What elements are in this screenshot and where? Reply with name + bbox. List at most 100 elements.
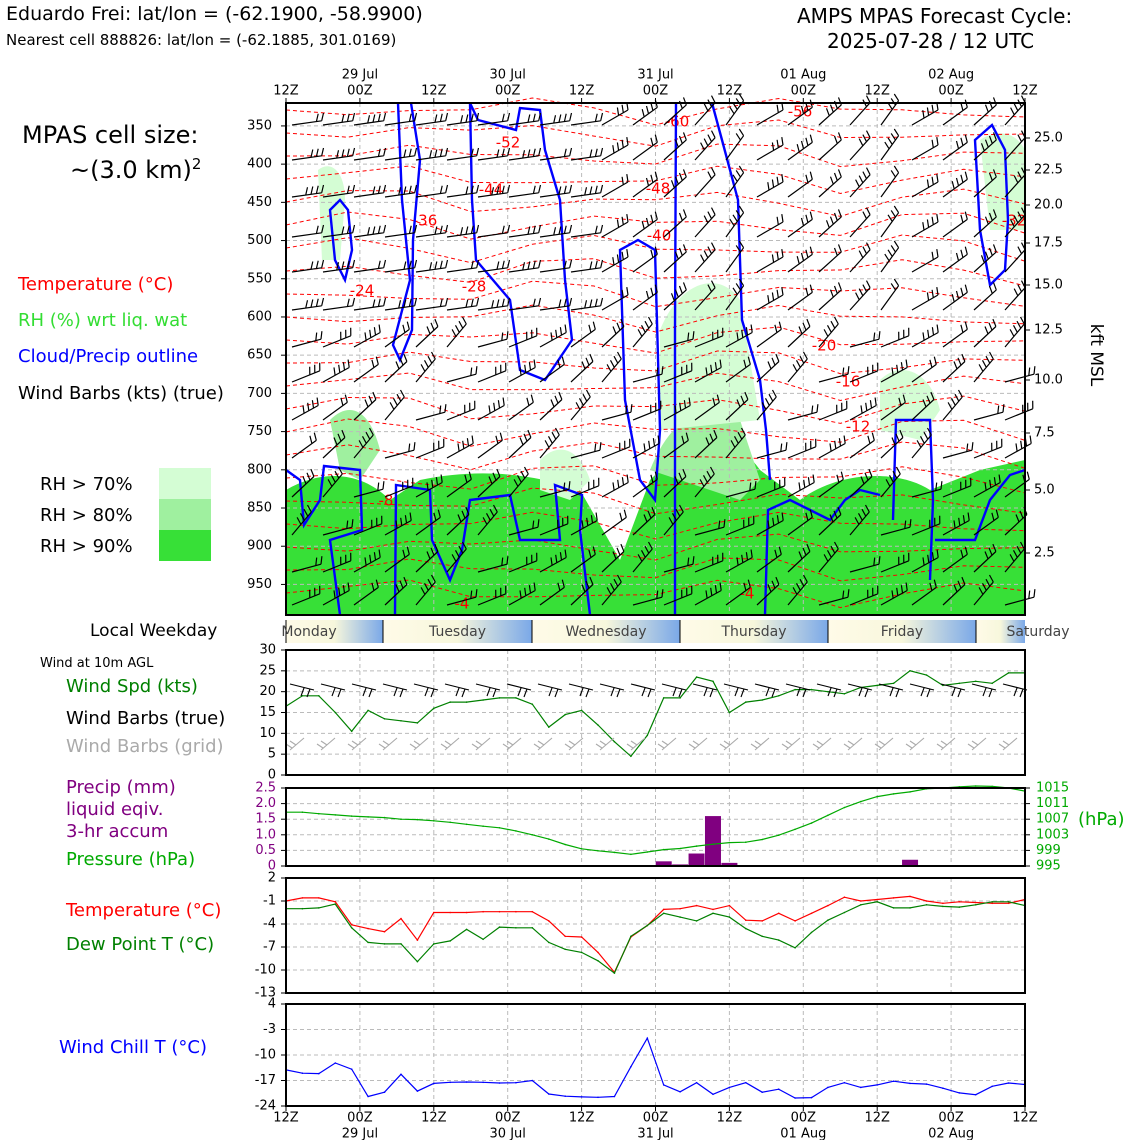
wind-barb-224 [539,427,560,459]
dewpoint-line-point-19 [597,960,599,962]
dewpoint-line-point-22 [646,924,649,927]
wind-barb-186 [849,362,879,383]
wind-barb-267 [384,512,412,536]
wind-barb-67 [880,165,900,198]
wind-barb-266 [353,515,383,536]
wind-barb-185 [818,366,850,383]
dewpoint-line-point-21 [630,935,632,938]
pressure-line-point-10 [449,821,452,824]
wind-barb-195 [384,389,405,421]
wind-barb-329 [818,589,850,606]
bottom-xtick-label-9: 00Z [938,1111,964,1126]
wind-barb-335 [1004,589,1036,606]
wind-barb-66 [849,167,871,198]
wind-barb-177 [570,353,594,383]
wind-panel-ytick-label-5: 25 [259,663,276,678]
cell-size-line1: MPAS cell size: [22,121,199,149]
wind-barb-27 [384,147,418,161]
wind-barb-291 [384,546,410,573]
wind-barb-272 [539,515,569,536]
rh-fill-layer [286,133,1025,615]
windchill-line-point-42 [974,1093,977,1096]
wind-barb-242 [353,481,385,498]
temperature-line-point-32 [810,912,813,915]
wind-barb-213 [942,389,963,421]
precip-panel-ytick-label-5: 2.5 [255,781,276,796]
wind-barb-251 [632,471,658,498]
temperature-line-point-3 [334,901,337,903]
wind-barb-236 [911,427,932,459]
temperature-line-point-37 [892,897,895,899]
wind-barb-156 [663,331,695,348]
height-tick-label-3: 17.5 [1034,236,1063,251]
wind-barb-2 [353,112,387,126]
windchill-line-point-18 [580,1096,583,1098]
wind-barb-true-22 [971,683,997,698]
windchill-line-point-39 [925,1083,928,1085]
wind-barb-108 [663,244,687,273]
temp-contour-label-2: -52 [496,134,521,152]
bottom-xtick-label-6: 12Z [717,1111,743,1126]
wind-barb-87 [756,214,784,238]
wind-barb-173 [446,366,478,383]
wind-barb-167 [1004,316,1025,348]
wind-speed-line-point-9 [433,707,435,710]
wind-barb-299 [632,541,653,573]
temp-contour-15 [285,441,1026,471]
pressure-line-point-26 [712,843,714,845]
temperature-line-point-28 [745,919,747,921]
pressure-line-point-43 [991,785,993,788]
wind-barb-252 [663,468,687,498]
cell-size-value: ~(3.0 km) [70,156,192,184]
wind-barb-45 [942,134,968,161]
wind-barb-254 [725,481,757,498]
bottom-xtick-label-1: 00Z [347,1111,373,1126]
wind-barb-279 [756,512,784,536]
wind-speed-line-point-3 [334,711,337,714]
wind-barb-92 [911,214,939,238]
wind-barb-true-9 [568,683,594,698]
wind-barb-183 [756,353,780,383]
temp-contour-4 [285,188,1026,217]
temp-panel-frame [285,877,1026,994]
wind-barb-52 [415,184,449,198]
wind-barb-269 [446,506,470,536]
wind-barb-307 [880,552,910,573]
wind-barb-127 [508,297,542,311]
legend-temperature-2: Temperature (°C) [66,900,222,921]
wind-speed-line-point-30 [777,695,780,697]
wind-speed-line-point-21 [630,755,632,758]
height-tick-label-1: 22.5 [1034,163,1063,178]
weekday-label-4: Friday [881,624,923,640]
wind-barb-334 [973,574,994,606]
wind-barb-157 [694,327,724,348]
wind-barb-true-5 [444,683,470,698]
windchill-panel-ytick-label-2: -10 [255,1048,276,1063]
windchill-line-point-17 [564,1095,566,1097]
temperature-line-point-10 [449,911,452,914]
wind-barb-grid-3 [378,737,398,751]
wind-barb-235 [880,429,904,459]
wind-barb-114 [849,242,871,273]
wind-barb-204 [663,397,691,421]
wind-barb-true-6 [475,683,501,698]
wind-barb-grid-19 [874,737,894,751]
pressure-line-point-31 [794,828,796,831]
windchill-line-point-34 [843,1081,846,1084]
wind-barb-309 [942,546,968,573]
wind-barb-true-14 [723,683,749,698]
wind-barb-100 [415,259,449,273]
windchill-line-point-24 [679,1091,681,1093]
wind-speed-line-point-17 [564,713,566,716]
temperature-line-point-1 [301,897,304,899]
wind-barb-7 [508,112,542,126]
temperature-line-point-14 [515,910,517,913]
wind-barb-133 [694,280,716,311]
weekday-band-2 [532,620,680,643]
wind-barb-49 [322,184,356,198]
wind-barb-24 [291,147,325,161]
windchill-line-point-30 [777,1088,780,1090]
temp-contour-label-8: -28 [462,278,487,296]
wind-barb-184 [787,351,808,383]
